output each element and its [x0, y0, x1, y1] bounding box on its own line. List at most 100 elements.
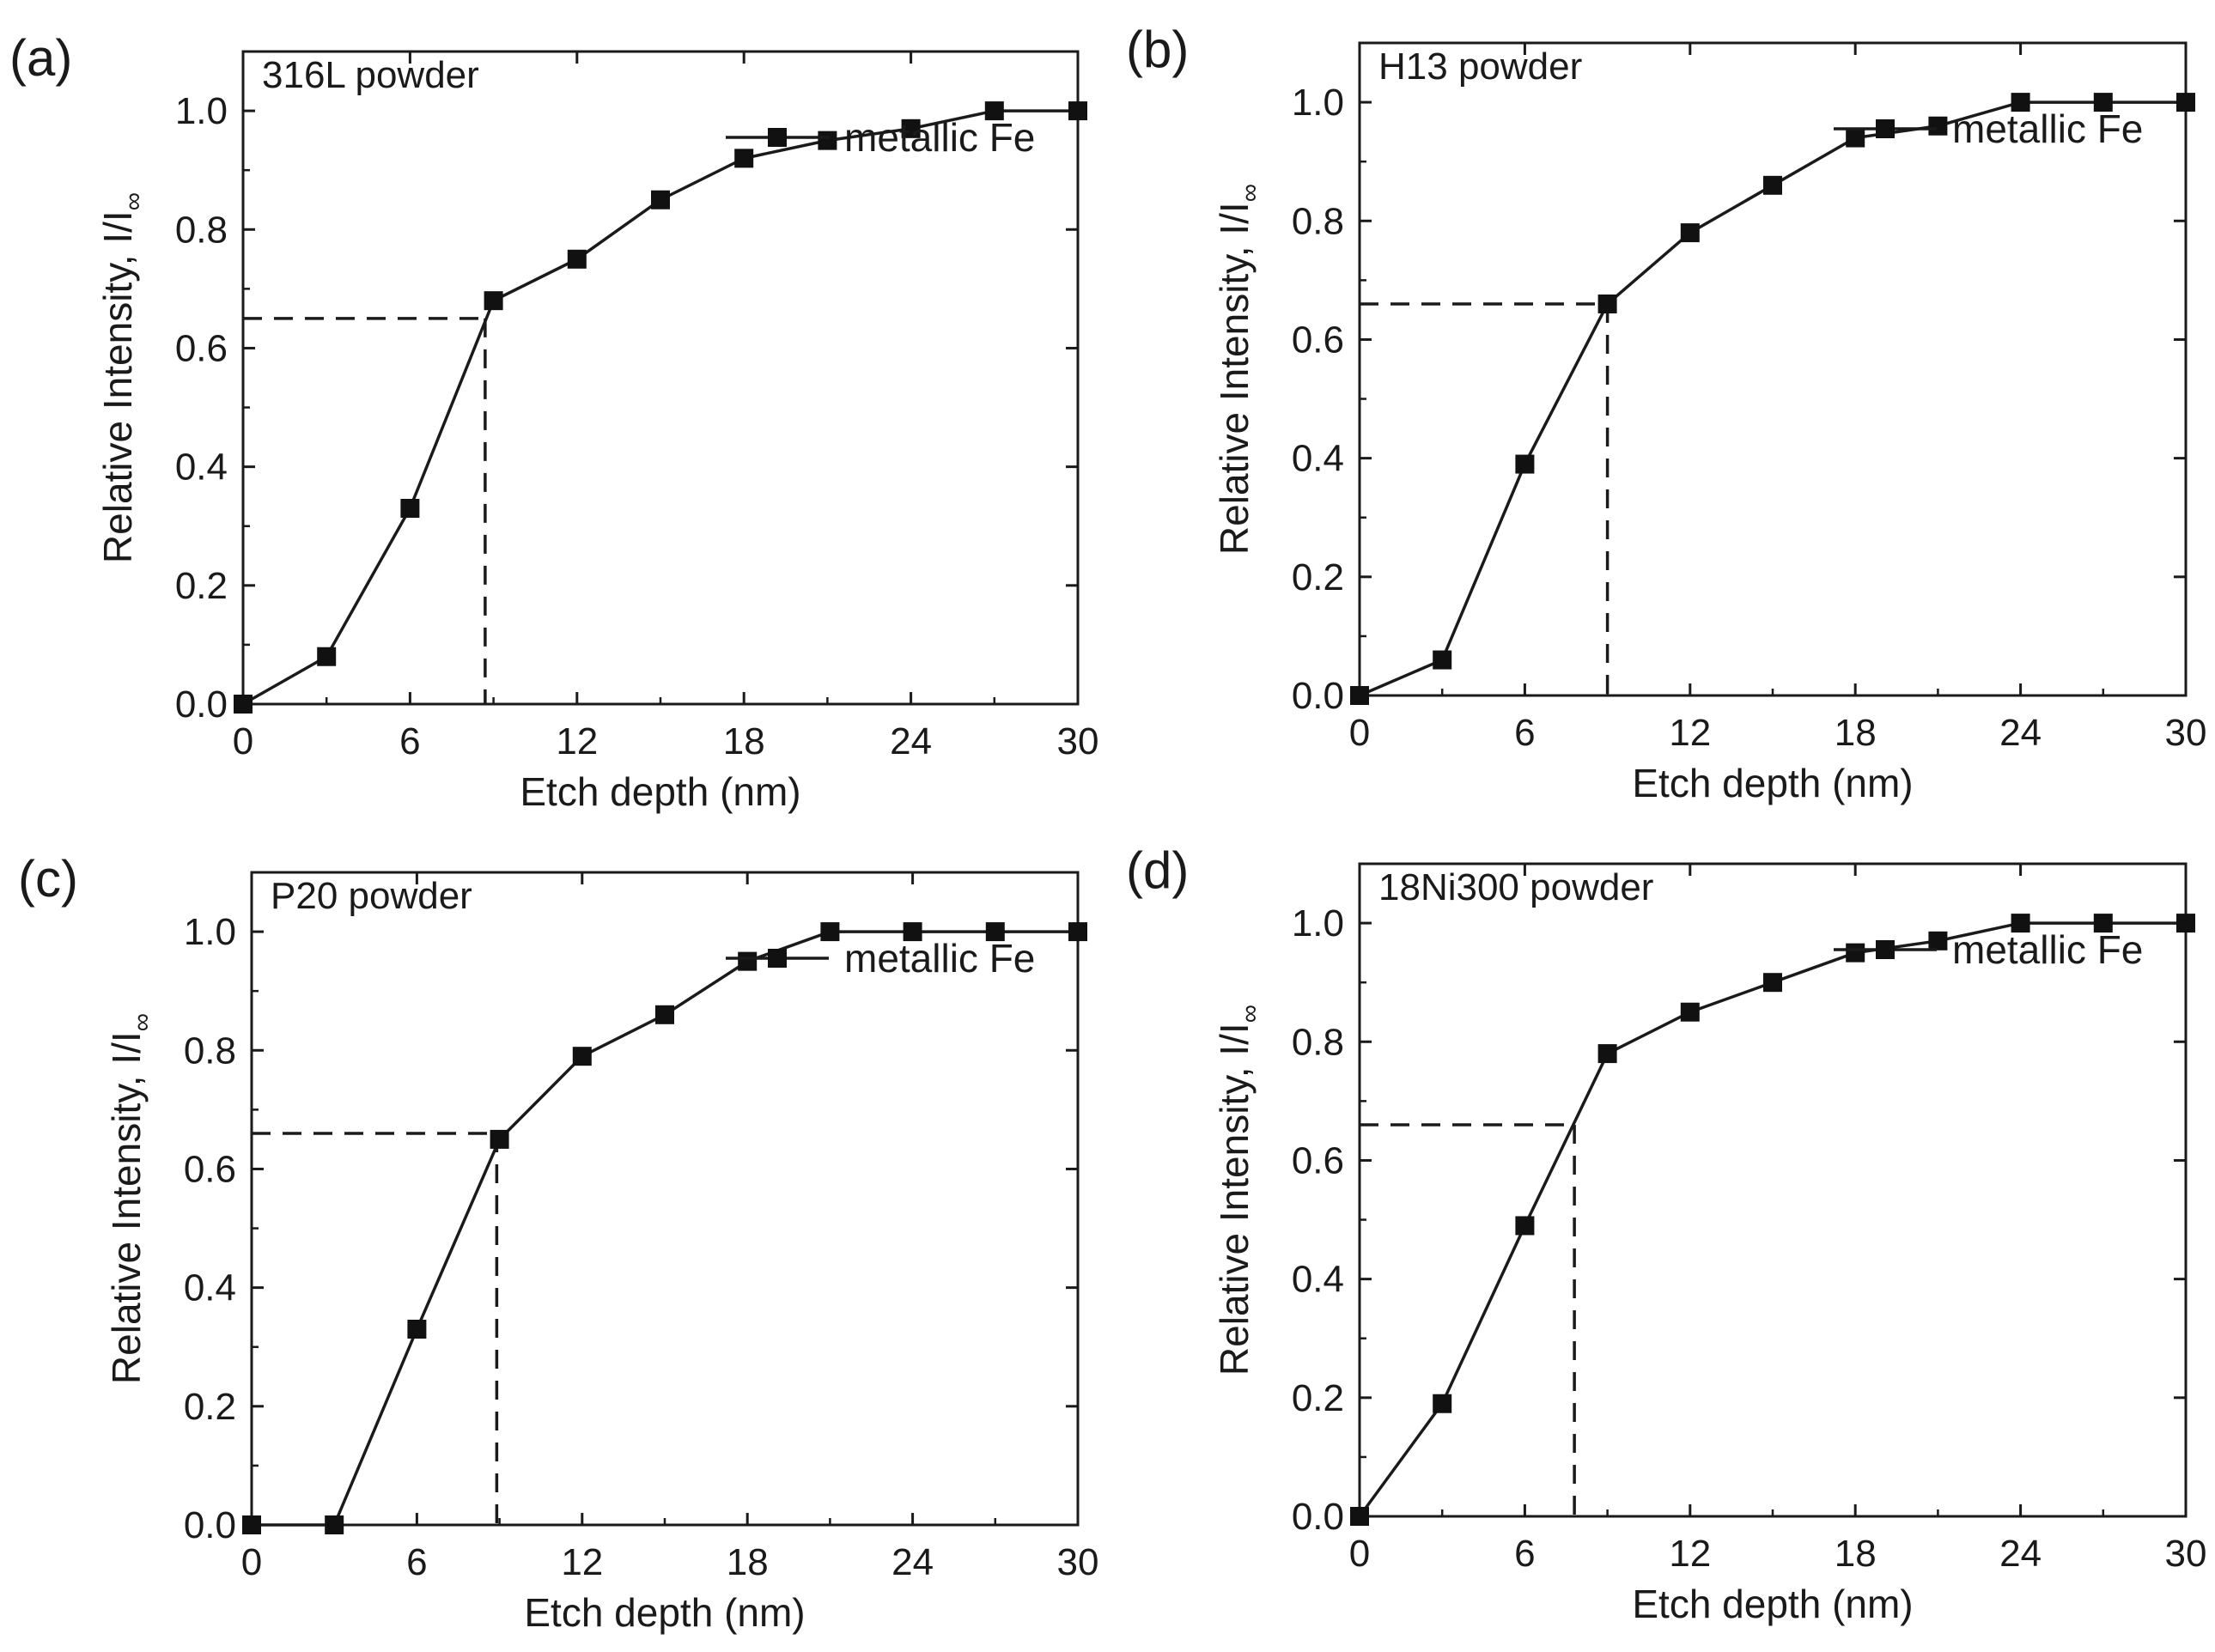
y-axis-title: Relative Intensity, I/I∞: [104, 1013, 156, 1384]
data-point: [818, 131, 837, 150]
data-point: [1433, 1394, 1452, 1413]
x-tick-label: 6: [1514, 712, 1535, 754]
data-point: [1928, 931, 1948, 951]
y-tick-label: 1.0: [184, 911, 236, 953]
y-tick-label: 0.0: [175, 683, 228, 726]
sample-label: 18Ni300 powder: [1378, 866, 1653, 908]
panel-c: 0 6 12 18 24 30 0.0 0.2 0.4 0.6 0.8 1.0 Etch depth (…: [18, 850, 1098, 1635]
x-tick-label: 24: [1999, 1533, 2042, 1575]
x-axis-title: Etch depth (nm): [1632, 761, 1913, 805]
data-point: [2176, 914, 2195, 933]
y-tick-label: 0.8: [175, 209, 228, 251]
sample-label: P20 powder: [271, 875, 472, 917]
panel-tag: (c): [18, 850, 78, 908]
y-tick-label: 0.2: [1292, 1377, 1344, 1419]
data-point: [651, 190, 670, 210]
y-axis-title-subscript: ∞: [119, 192, 148, 210]
sample-label: 316L powder: [262, 54, 479, 96]
y-axis-title-subscript: ∞: [1236, 184, 1264, 202]
x-tick-label: 6: [399, 720, 420, 762]
y-axis-title-text: Relative Intensity, I/I: [1212, 202, 1257, 555]
data-point: [400, 499, 420, 518]
panel-d: 0 6 12 18 24 30 0.0 0.2 0.4 0.6 0.8 1.0 Etch depth (…: [1126, 841, 2206, 1626]
x-tick-label: 0: [1349, 1533, 1370, 1575]
y-axis-title: Relative Intensity, I/I∞: [1212, 1005, 1264, 1376]
x-tick-label: 6: [1514, 1533, 1535, 1575]
x-tick-label: 12: [1669, 712, 1711, 754]
legend-marker: [768, 128, 787, 147]
y-tick-label: 0.2: [184, 1386, 236, 1428]
x-tick-label: 24: [891, 1541, 934, 1583]
panel-a: 0 6 12 18 24 30 0.0 0.2 0.4 0.6 0.8 1.0 Etch depth (…: [9, 29, 1098, 814]
data-point: [2011, 93, 2030, 112]
x-tick-label: 18: [1835, 1533, 1877, 1575]
data-point: [984, 101, 1004, 121]
panel-tag: (a): [9, 29, 72, 87]
series-line: [1358, 921, 2186, 1518]
data-point: [903, 922, 922, 942]
y-tick-label: 1.0: [1292, 82, 1344, 124]
y-axis-title-text: Relative Intensity, I/I: [95, 210, 140, 563]
x-tick-label: 0: [233, 720, 253, 762]
y-tick-label: 0.4: [175, 446, 228, 489]
legend-marker: [1876, 940, 1895, 959]
data-point: [490, 1129, 509, 1149]
data-point: [1928, 116, 1948, 136]
data-point: [738, 951, 758, 971]
data-point: [1068, 101, 1087, 121]
y-tick-label: 0.2: [175, 565, 228, 607]
data-point: [2093, 93, 2113, 112]
x-tick-label: 6: [406, 1541, 427, 1583]
y-tick-label: 0.0: [1292, 675, 1344, 717]
data-point: [317, 647, 337, 666]
data-point: [567, 249, 587, 269]
x-tick-label: 12: [1669, 1533, 1711, 1575]
legend-label: metallic Fe: [844, 936, 1035, 981]
y-tick-label: 0.4: [184, 1267, 236, 1309]
panel-b: 0 6 12 18 24 30 0.0 0.2 0.4 0.6 0.8 1.0 Etch depth (…: [1126, 21, 2206, 805]
y-tick-label: 0.8: [1292, 200, 1344, 242]
panel-tag: (d): [1126, 841, 1189, 899]
x-tick-label: 12: [561, 1541, 603, 1583]
data-point: [1763, 973, 1782, 993]
y-tick-label: 0.6: [175, 327, 228, 369]
data-point: [325, 1515, 344, 1534]
x-tick-label: 30: [2165, 712, 2207, 754]
x-tick-label: 0: [241, 1541, 262, 1583]
y-axis-title-text: Relative Intensity, I/I: [104, 1031, 149, 1384]
data-point: [407, 1320, 427, 1339]
y-tick-label: 1.0: [175, 90, 228, 132]
panel-tag: (b): [1126, 21, 1189, 78]
data-point: [1680, 1002, 1700, 1022]
data-point: [1068, 922, 1087, 942]
data-point: [234, 695, 253, 714]
y-axis-title-text: Relative Intensity, I/I: [1212, 1023, 1257, 1376]
x-tick-label: 18: [723, 720, 765, 762]
data-point: [1763, 175, 1782, 195]
y-tick-label: 0.6: [1292, 319, 1344, 361]
y-tick-label: 0.0: [184, 1504, 236, 1546]
data-point: [1846, 128, 1865, 148]
data-point: [1597, 1044, 1617, 1064]
y-tick-label: 0.8: [1292, 1021, 1344, 1063]
x-tick-label: 0: [1349, 712, 1370, 754]
y-tick-label: 0.4: [1292, 438, 1344, 480]
y-tick-label: 0.2: [1292, 556, 1344, 598]
y-tick-label: 0.6: [1292, 1139, 1344, 1181]
data-point: [1350, 686, 1369, 705]
x-tick-label: 18: [727, 1541, 769, 1583]
x-axis-title: Etch depth (nm): [524, 1590, 805, 1635]
data-point: [242, 1515, 261, 1534]
sample-label: H13 powder: [1378, 46, 1582, 88]
legend-label: metallic Fe: [1952, 927, 2143, 972]
y-tick-label: 1.0: [1292, 902, 1344, 944]
x-tick-label: 30: [1057, 720, 1099, 762]
data-point: [1680, 223, 1700, 243]
legend-label: metallic Fe: [844, 115, 1035, 160]
legend-label: metallic Fe: [1952, 106, 2143, 151]
x-tick-label: 30: [2165, 1533, 2207, 1575]
y-axis-title-subscript: ∞: [128, 1013, 156, 1031]
data-point: [484, 291, 503, 311]
data-point: [655, 1005, 674, 1024]
data-point: [1350, 1507, 1369, 1526]
